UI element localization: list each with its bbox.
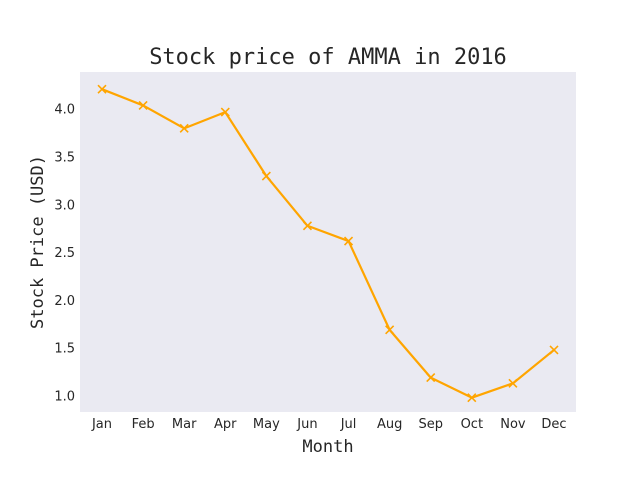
x-tick-label: Apr (214, 417, 237, 432)
x-tick-label: Feb (132, 417, 155, 432)
x-tick-label: May (253, 417, 280, 432)
x-axis-label: Month (302, 437, 353, 457)
x-tick-label: Oct (461, 417, 483, 432)
data-point-marker (549, 345, 559, 355)
data-point-marker (261, 171, 271, 181)
data-point-marker (220, 107, 230, 117)
y-tick-label: 3.0 (54, 198, 75, 213)
x-tick-label: Jun (296, 417, 317, 432)
y-tick-label: 2.5 (54, 246, 75, 261)
y-tick-label: 1.5 (54, 342, 75, 357)
y-tick-label: 1.0 (54, 389, 75, 404)
data-point-marker (385, 325, 395, 335)
data-point-marker (343, 236, 354, 246)
x-tick-labels: Jan Feb Mar Apr May Jun Jul Aug Sep Oct Nov Dec (91, 417, 567, 432)
data-point-marker (467, 393, 477, 403)
data-point-marker (138, 100, 148, 110)
x-tick-label: Sep (418, 417, 443, 432)
y-tick-label: 4.0 (54, 103, 75, 118)
x-tick-label: Aug (377, 417, 402, 432)
chart-title: Stock price of AMMA in 2016 (149, 45, 507, 70)
x-tick-label: Dec (541, 417, 566, 432)
x-tick-label: Nov (500, 417, 526, 432)
y-tick-labels: 1.0 1.5 2.0 2.5 3.0 3.5 4.0 (54, 103, 75, 405)
data-point-marker (302, 221, 313, 231)
series-layer (97, 84, 559, 403)
y-tick-label: 3.5 (54, 151, 75, 166)
series-line (101, 88, 555, 399)
plot-area (80, 72, 576, 412)
y-axis-label: Stock Price (USD) (28, 155, 48, 329)
x-tick-label: Mar (172, 417, 197, 432)
x-tick-label: Jul (340, 417, 357, 432)
data-point-marker (179, 123, 189, 133)
data-point-marker (426, 373, 436, 383)
data-point-marker (508, 378, 518, 388)
x-tick-label: Jan (91, 417, 112, 432)
y-tick-label: 2.0 (54, 294, 75, 309)
data-point-marker (97, 84, 107, 94)
